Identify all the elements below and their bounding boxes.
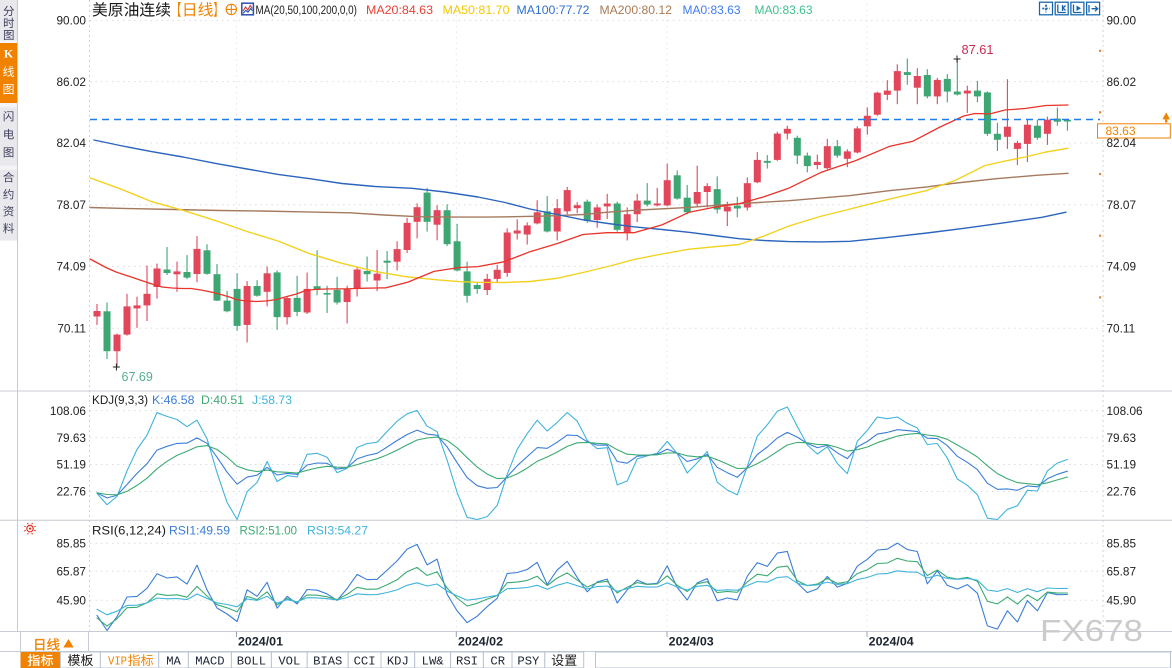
svg-text:51.19: 51.19 bbox=[1107, 458, 1137, 472]
svg-text:2024/03: 2024/03 bbox=[669, 634, 714, 648]
svg-text:LW&: LW& bbox=[422, 654, 445, 668]
svg-text:RSI: RSI bbox=[456, 654, 478, 668]
svg-text:90.00: 90.00 bbox=[1107, 14, 1137, 28]
svg-text:79.63: 79.63 bbox=[56, 431, 86, 445]
svg-text:J:58.73: J:58.73 bbox=[252, 393, 292, 407]
svg-text:65.87: 65.87 bbox=[1107, 564, 1137, 578]
svg-text:VOL: VOL bbox=[278, 654, 300, 668]
svg-text:BOLL: BOLL bbox=[237, 654, 266, 668]
svg-text:67.69: 67.69 bbox=[122, 370, 153, 384]
svg-text:22.76: 22.76 bbox=[56, 485, 86, 499]
svg-text:MA200:80.12: MA200:80.12 bbox=[600, 3, 673, 17]
svg-text:2024/02: 2024/02 bbox=[458, 634, 503, 648]
svg-text:65.87: 65.87 bbox=[56, 564, 86, 578]
svg-text:82.04: 82.04 bbox=[1107, 136, 1137, 150]
svg-text:22.76: 22.76 bbox=[1107, 485, 1137, 499]
svg-text:KDJ: KDJ bbox=[387, 654, 409, 668]
svg-text:CR: CR bbox=[490, 654, 505, 668]
svg-text:KDJ(9,3,3): KDJ(9,3,3) bbox=[92, 393, 148, 407]
svg-text:70.11: 70.11 bbox=[1107, 322, 1136, 336]
svg-text:MA100:77.72: MA100:77.72 bbox=[517, 3, 590, 17]
svg-text:87.61: 87.61 bbox=[962, 42, 994, 57]
svg-text:MA0:83.63: MA0:83.63 bbox=[683, 3, 741, 17]
svg-text:MA: MA bbox=[166, 654, 181, 668]
svg-text:MA20:84.63: MA20:84.63 bbox=[366, 3, 433, 17]
svg-text:70.11: 70.11 bbox=[57, 322, 86, 336]
svg-text:45.90: 45.90 bbox=[1107, 594, 1137, 608]
svg-text:D:40.51: D:40.51 bbox=[201, 393, 244, 407]
svg-text:CCI: CCI bbox=[354, 654, 376, 668]
svg-text:MA(20,50,100,200,0,0): MA(20,50,100,200,0,0) bbox=[256, 3, 358, 17]
svg-text:2024/04: 2024/04 bbox=[869, 634, 914, 648]
svg-text:K:46.58: K:46.58 bbox=[152, 393, 195, 407]
svg-text:2024/01: 2024/01 bbox=[238, 634, 283, 648]
svg-text:45.90: 45.90 bbox=[56, 594, 86, 608]
svg-text:86.02: 86.02 bbox=[1107, 75, 1137, 89]
svg-text:86.02: 86.02 bbox=[56, 75, 86, 89]
svg-text:82.04: 82.04 bbox=[56, 136, 86, 150]
svg-text:79.63: 79.63 bbox=[1107, 431, 1137, 445]
svg-text:MACD: MACD bbox=[195, 654, 224, 668]
svg-text:K: K bbox=[4, 47, 14, 61]
svg-text:85.85: 85.85 bbox=[56, 536, 86, 550]
svg-text:BIAS: BIAS bbox=[313, 654, 342, 668]
svg-text:74.09: 74.09 bbox=[1107, 260, 1137, 274]
svg-text:85.85: 85.85 bbox=[1107, 536, 1137, 550]
svg-text:RSI2:51.00: RSI2:51.00 bbox=[240, 524, 298, 538]
svg-text:108.06: 108.06 bbox=[50, 404, 87, 418]
svg-text:RSI1:49.59: RSI1:49.59 bbox=[169, 524, 230, 538]
svg-text:MA50:81.70: MA50:81.70 bbox=[443, 3, 510, 17]
svg-text:PSY: PSY bbox=[517, 654, 540, 668]
svg-text:108.06: 108.06 bbox=[1107, 404, 1144, 418]
svg-text:FX678: FX678 bbox=[1040, 613, 1143, 648]
svg-text:78.07: 78.07 bbox=[1107, 198, 1137, 212]
svg-text:90.00: 90.00 bbox=[56, 14, 86, 28]
svg-text:51.19: 51.19 bbox=[56, 458, 86, 472]
svg-text:VIP: VIP bbox=[108, 654, 127, 668]
svg-text:RSI(6,12,24): RSI(6,12,24) bbox=[92, 524, 166, 538]
svg-text:83.63: 83.63 bbox=[1106, 124, 1136, 138]
svg-text:RSI3:54.27: RSI3:54.27 bbox=[307, 524, 368, 538]
svg-text:78.07: 78.07 bbox=[56, 198, 86, 212]
svg-text:MA0:83.63: MA0:83.63 bbox=[755, 3, 813, 17]
svg-text:74.09: 74.09 bbox=[56, 260, 86, 274]
